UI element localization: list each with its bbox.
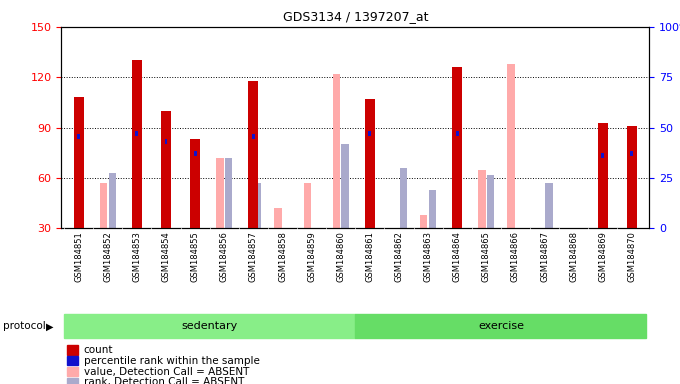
Text: GSM184859: GSM184859	[307, 231, 316, 282]
Bar	[487, 175, 494, 228]
Text: GSM184862: GSM184862	[394, 231, 403, 282]
Bar	[64, 314, 355, 339]
Text: GSM184867: GSM184867	[540, 231, 549, 282]
Text: count: count	[84, 345, 113, 355]
Bar	[627, 126, 637, 228]
Text: GSM184851: GSM184851	[74, 231, 83, 282]
Bar	[161, 111, 171, 228]
Bar	[630, 151, 633, 156]
Bar	[225, 158, 233, 228]
Bar	[135, 131, 138, 136]
Bar	[67, 378, 78, 384]
Text: GSM184858: GSM184858	[278, 231, 287, 282]
Bar	[67, 356, 78, 365]
Text: GDS3134 / 1397207_at: GDS3134 / 1397207_at	[283, 10, 428, 23]
Text: GSM184852: GSM184852	[103, 231, 112, 282]
Bar	[252, 134, 255, 139]
Bar	[165, 139, 167, 144]
Bar	[303, 183, 311, 228]
Text: GSM184866: GSM184866	[511, 231, 520, 282]
Bar	[109, 173, 116, 228]
Text: GSM184863: GSM184863	[424, 231, 432, 282]
Text: GSM184853: GSM184853	[133, 231, 141, 282]
Bar	[67, 346, 78, 354]
Text: ▶: ▶	[46, 321, 54, 331]
Bar	[67, 367, 78, 376]
Bar	[369, 131, 371, 136]
Bar	[478, 170, 486, 228]
Text: percentile rank within the sample: percentile rank within the sample	[84, 356, 260, 366]
Text: rank, Detection Call = ABSENT: rank, Detection Call = ABSENT	[84, 377, 244, 384]
Text: GSM184869: GSM184869	[598, 231, 607, 282]
Text: protocol: protocol	[3, 321, 46, 331]
Text: GSM184868: GSM184868	[569, 231, 578, 282]
Bar	[194, 151, 197, 156]
Text: value, Detection Call = ABSENT: value, Detection Call = ABSENT	[84, 367, 249, 377]
Text: GSM184855: GSM184855	[190, 231, 200, 282]
Bar	[364, 99, 375, 228]
Text: GSM184861: GSM184861	[365, 231, 375, 282]
Bar	[456, 131, 459, 136]
Text: sedentary: sedentary	[182, 321, 238, 331]
Bar	[452, 67, 462, 228]
Text: GSM184870: GSM184870	[628, 231, 636, 282]
Text: exercise: exercise	[478, 321, 524, 331]
Bar	[248, 81, 258, 228]
Bar	[355, 314, 647, 339]
Bar	[545, 183, 553, 228]
Bar	[341, 144, 349, 228]
Bar	[275, 208, 282, 228]
Bar	[507, 64, 515, 228]
Bar	[216, 158, 224, 228]
Bar	[132, 61, 142, 228]
Bar	[400, 168, 407, 228]
Text: GSM184865: GSM184865	[482, 231, 491, 282]
Text: GSM184854: GSM184854	[162, 231, 171, 282]
Text: GSM184856: GSM184856	[220, 231, 228, 282]
Bar	[78, 134, 80, 139]
Bar	[100, 183, 107, 228]
Bar	[420, 215, 427, 228]
Bar	[333, 74, 340, 228]
Text: GSM184864: GSM184864	[453, 231, 462, 282]
Bar	[73, 98, 84, 228]
Bar	[429, 190, 436, 228]
Bar	[598, 122, 608, 228]
Bar	[254, 183, 261, 228]
Bar	[190, 139, 200, 228]
Text: GSM184860: GSM184860	[336, 231, 345, 282]
Text: GSM184857: GSM184857	[249, 231, 258, 282]
Bar	[601, 153, 605, 158]
